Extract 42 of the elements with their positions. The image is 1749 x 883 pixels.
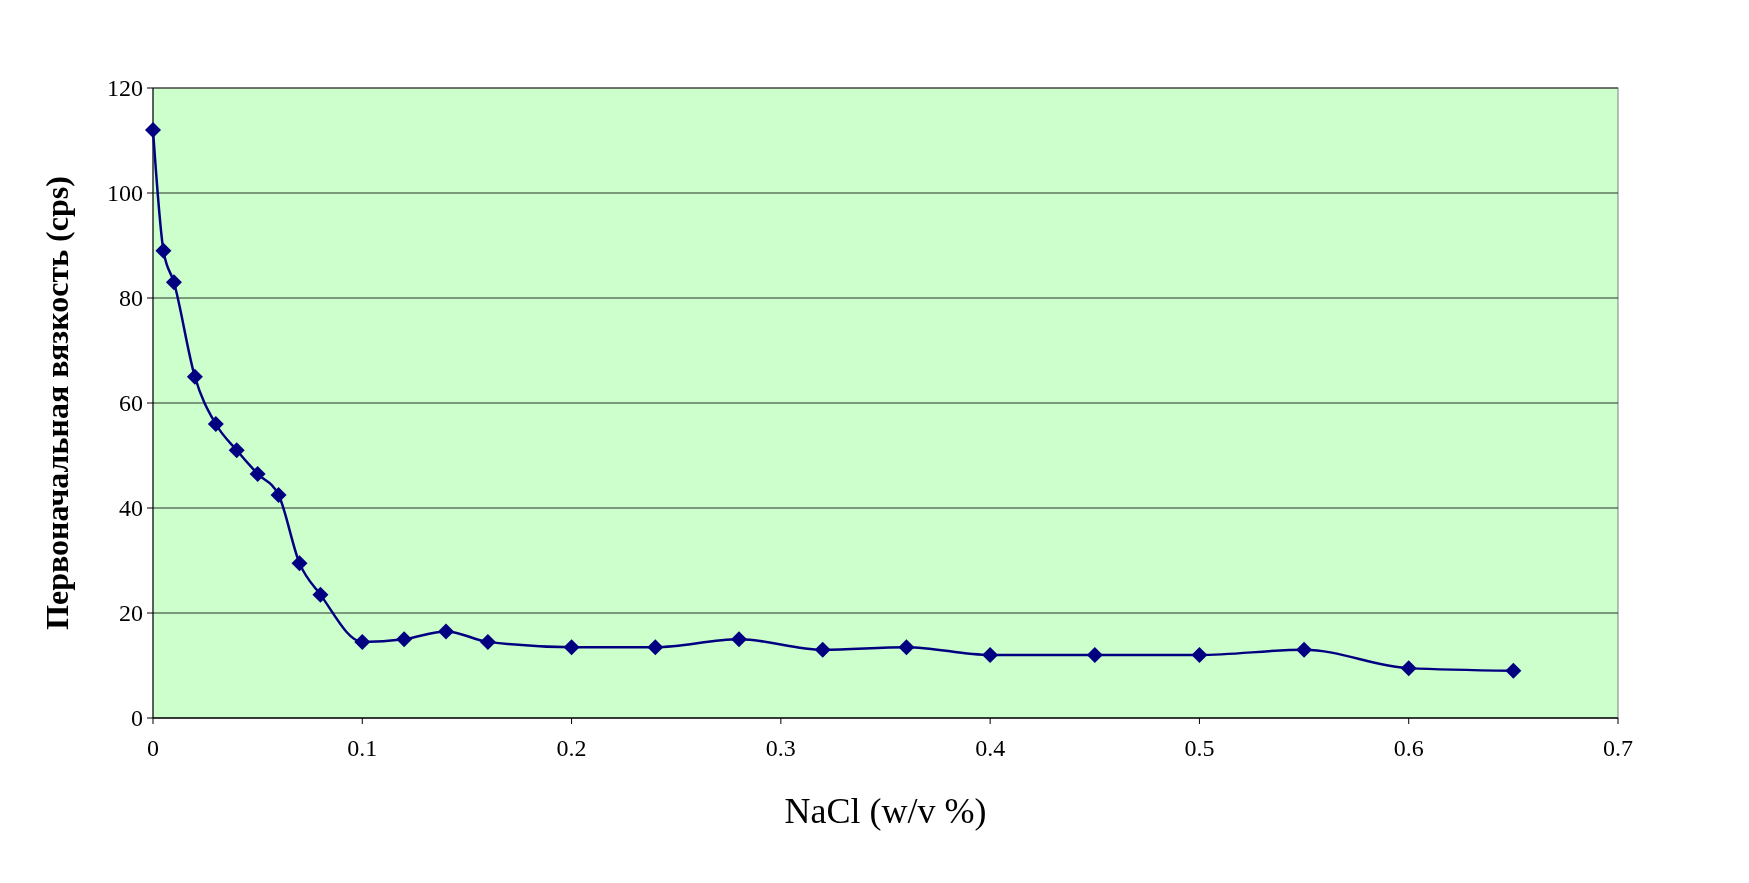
x-tick-label: 0.7 <box>1603 735 1633 761</box>
point <box>228 442 245 459</box>
point <box>1400 660 1417 677</box>
point <box>207 416 224 432</box>
x-tick-label: 0.2 <box>556 735 587 761</box>
x-tick-label: 0.1 <box>347 735 378 761</box>
y-tick-label: 80 <box>119 285 143 312</box>
point <box>165 274 182 291</box>
y-tick-label: 60 <box>119 390 143 417</box>
point <box>145 122 161 138</box>
point <box>982 647 999 663</box>
point <box>312 586 329 603</box>
x-tick-label: 0 <box>147 735 159 761</box>
point <box>814 641 831 658</box>
point <box>438 623 454 640</box>
point <box>354 633 371 650</box>
point <box>155 242 172 259</box>
point <box>647 639 664 656</box>
point <box>1191 647 1208 663</box>
x-axis-title: NaCl (w/v %) <box>784 791 987 831</box>
y-axis-title: Первоначальная вязкость (cps) <box>39 176 75 630</box>
x-tick-label: 0.3 <box>765 735 796 761</box>
y-tick-label: 0 <box>131 705 143 732</box>
x-tick-label: 0.6 <box>1393 735 1424 761</box>
point <box>898 639 915 656</box>
x-tick-label: 0.5 <box>1184 735 1215 761</box>
point <box>1505 662 1522 679</box>
point <box>479 633 496 650</box>
y-tick-label: 120 <box>107 75 143 102</box>
point <box>249 465 266 482</box>
point <box>563 639 580 656</box>
point <box>731 631 747 648</box>
point <box>396 631 413 648</box>
x-tick-label: 0.4 <box>975 735 1006 761</box>
point <box>1296 641 1313 658</box>
y-tick-label: 20 <box>119 600 143 627</box>
y-tick-label: 40 <box>119 495 143 522</box>
point <box>270 486 287 503</box>
point <box>291 555 308 572</box>
point <box>186 368 203 385</box>
y-tick-label: 100 <box>107 180 143 207</box>
point <box>1086 647 1103 663</box>
